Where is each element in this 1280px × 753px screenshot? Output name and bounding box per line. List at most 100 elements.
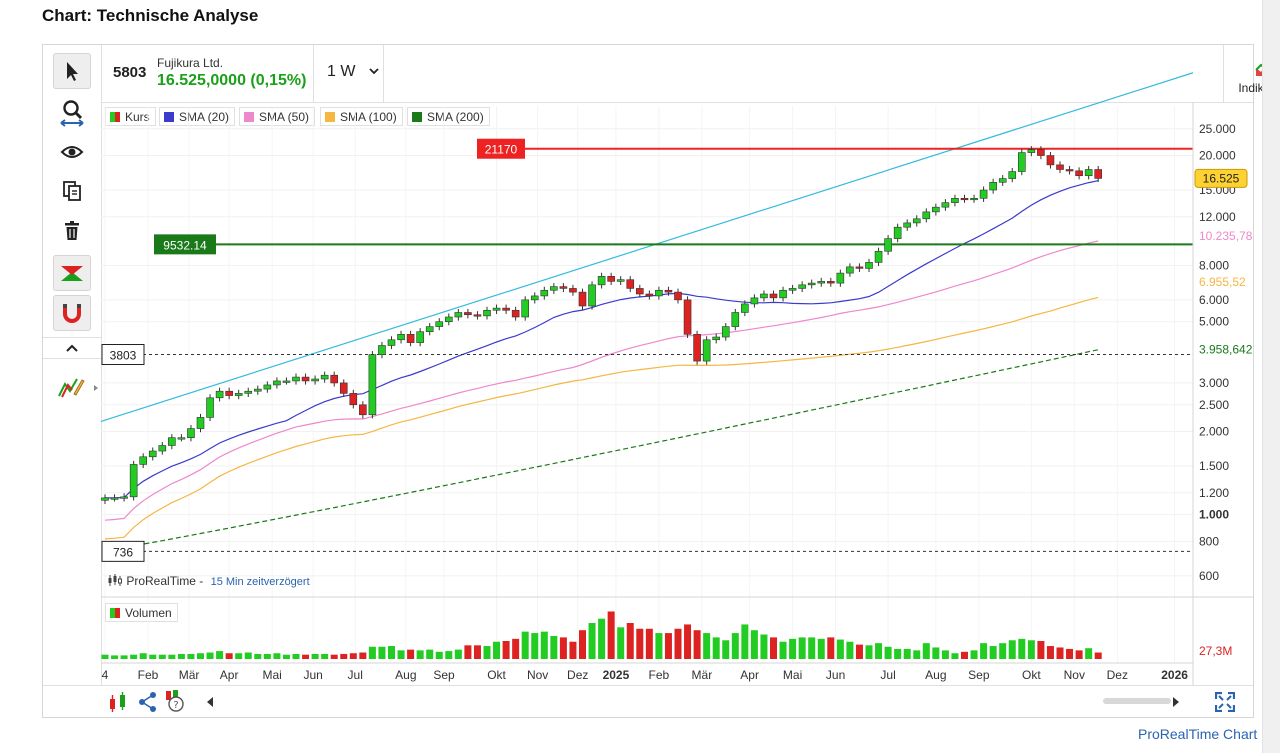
interval-value: 1 W <box>327 63 356 80</box>
data-source: ProRealTime - 15 Min zeitverzögert <box>107 573 310 588</box>
fullscreen-icon[interactable] <box>1215 692 1235 712</box>
volume-bar <box>980 643 988 659</box>
candle-body <box>731 312 740 327</box>
y-tick-label: 1.500 <box>1199 459 1229 473</box>
pointer-tool-button[interactable] <box>53 53 91 89</box>
legend-item-sma200[interactable]: SMA (200) <box>407 107 490 126</box>
volume-bar <box>770 637 777 659</box>
volume-bar <box>970 650 978 659</box>
volume-bar <box>197 653 204 659</box>
candle-body <box>225 390 233 396</box>
candle-body <box>1075 170 1083 177</box>
drawing-tool-button[interactable] <box>53 369 98 405</box>
legend-item-sma100[interactable]: SMA (100) <box>320 107 403 126</box>
candle-body <box>254 388 262 392</box>
legend-item-sma50[interactable]: SMA (50) <box>239 107 316 126</box>
magnet-tool-button[interactable] <box>53 295 91 331</box>
candle-body <box>550 286 558 291</box>
collapse-tools-button[interactable] <box>43 337 101 359</box>
candle-body <box>712 336 721 341</box>
volume-bar <box>407 649 415 659</box>
chart-type-icon[interactable] <box>107 691 129 713</box>
candle-body <box>416 331 424 343</box>
copy-icon <box>63 181 81 201</box>
drawing-icon <box>58 378 85 398</box>
sma20-line <box>105 180 1099 499</box>
scroll-right-icon[interactable] <box>1171 696 1181 708</box>
candle-body <box>970 197 978 201</box>
candle-body <box>473 314 482 317</box>
time-scrollbar-thumb[interactable] <box>1103 698 1171 704</box>
interval-select[interactable]: 1 W <box>327 63 380 81</box>
chevron-down-icon <box>369 68 379 75</box>
candle-body <box>139 456 147 465</box>
x-tick-label: Okt <box>487 668 506 682</box>
candle-body <box>846 266 854 274</box>
volume-bar <box>435 651 443 659</box>
candle-body <box>378 345 386 355</box>
volume-bar <box>263 653 271 659</box>
volume-bar <box>1056 647 1064 659</box>
candle-body <box>444 316 453 323</box>
candle-body <box>635 288 644 295</box>
delete-tool-button[interactable] <box>53 213 91 249</box>
x-tick-label: Mai <box>262 668 281 682</box>
candle-body <box>874 250 883 263</box>
candle-body <box>301 376 310 382</box>
volume-bar <box>349 653 357 659</box>
help-icon[interactable]: ? <box>163 689 187 713</box>
snap-tool-button[interactable] <box>53 255 91 291</box>
candle-body <box>588 284 596 307</box>
prorealtime-chart-link[interactable]: ProRealTime Chart <box>1138 726 1258 742</box>
legend-item-sma20[interactable]: SMA (20) <box>159 107 236 126</box>
scroll-left-icon[interactable] <box>205 696 215 708</box>
candle-body <box>511 309 520 318</box>
candle-body <box>826 281 835 284</box>
symbol-price: 16.525,0000 (0,15%) <box>157 72 307 89</box>
x-tick-label: Jul <box>348 668 363 682</box>
candle-body <box>187 428 195 438</box>
candle-body <box>855 266 864 269</box>
volume-bar <box>722 640 730 659</box>
candle-body <box>865 262 873 269</box>
volume-bar <box>865 645 873 659</box>
level-label: 3803 <box>110 349 137 363</box>
x-tick-label: Mär <box>692 668 713 682</box>
volume-bar <box>254 653 262 659</box>
candle-body <box>349 393 358 406</box>
candle-body <box>292 376 300 382</box>
volume-bar <box>187 653 195 659</box>
volume-bar <box>655 633 663 659</box>
volume-bar <box>836 639 844 659</box>
chart-toolbar <box>43 45 102 685</box>
volume-bar <box>932 647 940 659</box>
expand-arrow-icon <box>94 385 98 391</box>
x-tick-label: Mär <box>179 668 200 682</box>
volume-bar <box>397 650 405 659</box>
volume-bar <box>626 623 634 659</box>
candle-body <box>234 393 243 396</box>
x-tick-label: Nov <box>527 668 548 682</box>
level-badge <box>101 540 145 562</box>
volume-legend[interactable]: Volumen <box>105 603 178 622</box>
volume-bar <box>827 637 835 659</box>
candle-body <box>750 297 759 305</box>
copy-tool-button[interactable] <box>53 173 91 209</box>
candle-body <box>597 276 606 286</box>
visibility-tool-button[interactable] <box>53 134 91 170</box>
header-divider <box>383 45 384 102</box>
candle-body <box>559 286 568 289</box>
page-scrollbar[interactable] <box>1262 0 1280 753</box>
volume-bar <box>273 653 281 659</box>
candle-body <box>215 390 224 399</box>
candle-body <box>798 284 806 289</box>
volume-bar <box>693 630 701 659</box>
header-divider <box>313 45 314 102</box>
volume-bar <box>216 651 224 659</box>
volume-bar <box>1018 638 1026 659</box>
zoom-tool-button[interactable] <box>53 95 91 131</box>
volume-bar <box>149 654 157 659</box>
candle-body <box>196 417 205 429</box>
share-icon[interactable] <box>137 691 159 713</box>
